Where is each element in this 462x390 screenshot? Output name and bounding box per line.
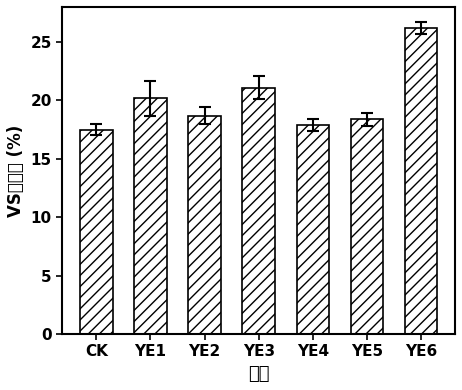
Bar	[405, 28, 437, 334]
Bar	[351, 119, 383, 334]
Bar	[297, 125, 329, 334]
Bar	[243, 88, 275, 334]
Y-axis label: VS降解率 (%): VS降解率 (%)	[7, 124, 25, 216]
Bar	[134, 98, 167, 334]
X-axis label: 菌株: 菌株	[248, 365, 269, 383]
Bar	[188, 115, 221, 334]
Bar	[80, 129, 113, 334]
